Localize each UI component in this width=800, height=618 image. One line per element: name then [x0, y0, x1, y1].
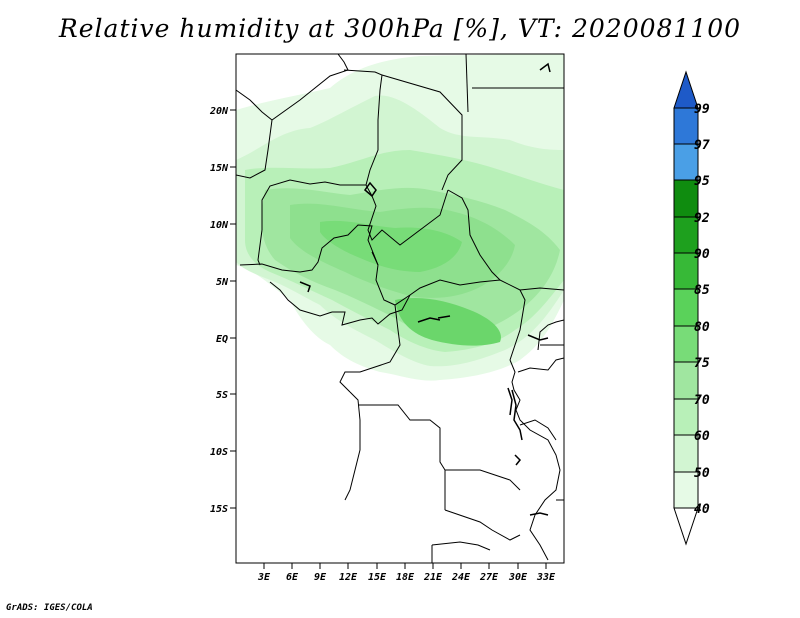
lon-label-33e: 33E — [536, 572, 556, 583]
lat-label-10s: 10S — [210, 447, 228, 458]
legend-label-95: 95 — [694, 174, 710, 189]
color-legend — [673, 70, 699, 546]
lat-label-20n: 20N — [209, 106, 229, 117]
legend-bin-40-50 — [673, 471, 699, 509]
chart-title: Relative humidity at 300hPa [%], VT: 202… — [58, 14, 742, 43]
rh-85-band — [395, 298, 501, 346]
legend-bin-95-97 — [673, 143, 699, 181]
lon-ticks — [263, 563, 547, 569]
legend-label-70: 70 — [694, 393, 710, 408]
lon-label-24e: 24E — [451, 572, 471, 583]
legend-labels: 99 97 95 92 90 85 80 75 70 60 50 40 — [694, 102, 710, 517]
legend-bin-below-40 — [673, 507, 699, 546]
legend-bin-90-92 — [673, 216, 699, 254]
legend-label-60: 60 — [694, 429, 710, 444]
legend-bin-97-99 — [673, 107, 699, 145]
legend-bin-50-60 — [673, 434, 699, 473]
legend-bin-85-90 — [673, 252, 699, 290]
lat-label-10n: 10N — [210, 220, 229, 231]
legend-label-99: 99 — [694, 102, 710, 117]
lon-label-9e: 9E — [314, 572, 327, 583]
lon-label-3e: 3E — [257, 572, 271, 583]
legend-label-50: 50 — [694, 466, 710, 481]
legend-bin-80-85 — [673, 288, 699, 327]
legend-label-97: 97 — [694, 138, 710, 153]
legend-bin-60-70 — [673, 398, 699, 436]
rh-80-85 — [320, 220, 462, 272]
map-frame — [235, 53, 565, 564]
lon-tick-labels: 3E 6E 9E 12E 15E 18E 21E 24E 27E 30E 33E — [257, 572, 556, 583]
lat-tick-labels: 20N 15N 10N 5N EQ 5S 10S 15S — [209, 106, 229, 515]
legend-label-75: 75 — [694, 356, 710, 371]
lat-label-15n: 15N — [210, 163, 229, 174]
lakes — [299, 62, 551, 516]
lat-ticks — [230, 109, 236, 509]
legend-label-90: 90 — [694, 247, 710, 262]
lat-label-5s: 5S — [216, 390, 228, 401]
lat-label-eq: EQ — [216, 334, 228, 345]
lon-label-21e: 21E — [423, 572, 443, 583]
legend-label-85: 85 — [694, 283, 710, 298]
lon-label-18e: 18E — [396, 572, 415, 583]
lon-label-27e: 27E — [479, 572, 499, 583]
country-borders — [236, 54, 564, 563]
lon-label-6e: 6E — [286, 572, 299, 583]
grads-credit: GrADS: IGES/COLA — [6, 603, 93, 613]
lon-label-12e: 12E — [339, 572, 358, 583]
legend-label-40: 40 — [694, 502, 710, 517]
legend-label-80: 80 — [694, 320, 710, 335]
legend-label-92: 92 — [694, 211, 710, 226]
lon-label-30e: 30E — [508, 572, 528, 583]
legend-bin-92-95 — [673, 179, 699, 218]
lat-label-5n: 5N — [216, 277, 229, 288]
lat-label-15s: 15S — [210, 504, 228, 515]
humidity-field — [236, 54, 564, 381]
lon-label-15e: 15E — [368, 572, 387, 583]
